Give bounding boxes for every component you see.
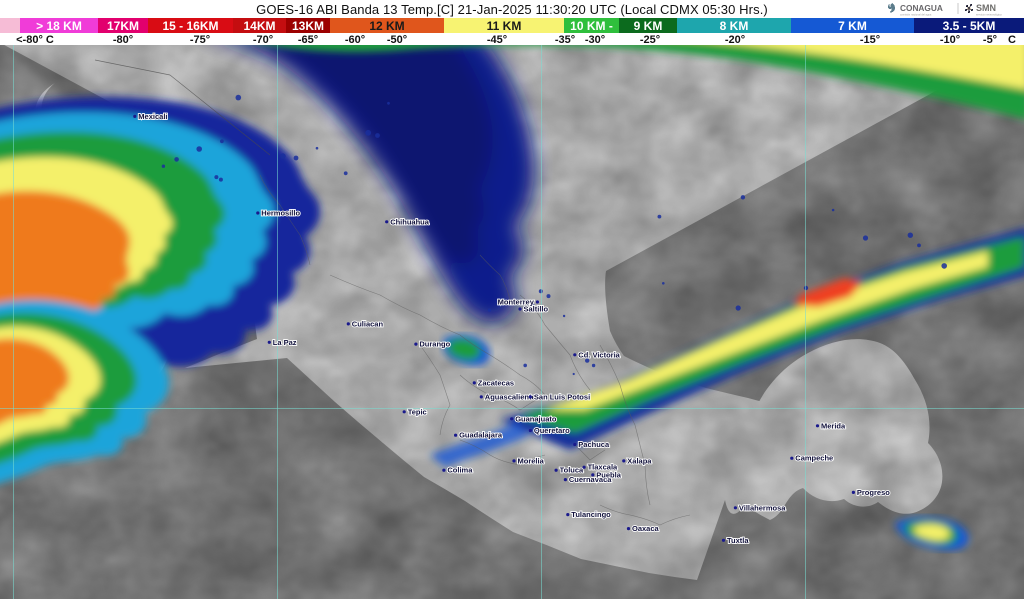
svg-text:Hermosillo: Hermosillo [261,209,300,218]
svg-text:Cd. Victoria: Cd. Victoria [578,350,620,359]
svg-text:Morelia: Morelia [518,456,545,465]
svg-text:La Paz: La Paz [273,338,297,347]
svg-text:Pachuca: Pachuca [578,440,610,449]
svg-text:Toluca: Toluca [560,466,584,475]
svg-text:Chihuahua: Chihuahua [390,217,430,226]
svg-text:Oaxaca: Oaxaca [632,524,660,533]
svg-text:Guanajuato: Guanajuato [515,414,557,423]
svg-text:Colima: Colima [447,466,473,475]
svg-text:Saltillo: Saltillo [524,305,549,314]
svg-text:SMN: SMN [976,3,996,13]
svg-text:comisión nacional del agua: comisión nacional del agua [900,13,932,17]
svg-text:San Luis Potosi: San Luis Potosi [534,392,590,401]
svg-text:Guadalajara: Guadalajara [459,431,503,440]
svg-text:Campeche: Campeche [795,454,833,463]
svg-text:Culiacan: Culiacan [352,319,384,328]
svg-text:Tepic: Tepic [408,407,427,416]
svg-text:Tuxtla: Tuxtla [727,536,749,545]
svg-text:Queretaro: Queretaro [534,426,570,435]
svg-text:Merida: Merida [821,421,846,430]
svg-text:Mexicali: Mexicali [138,112,167,121]
svg-text:Tulancingo: Tulancingo [571,510,611,519]
svg-text:servicio meteorológico: servicio meteorológico [976,13,1002,17]
svg-text:Puebla: Puebla [596,470,621,479]
svg-text:Zacatecas: Zacatecas [478,378,514,387]
svg-text:Durango: Durango [419,340,450,349]
svg-text:Villahermosa: Villahermosa [739,503,786,512]
svg-text:Progreso: Progreso [857,488,890,497]
svg-text:Xalapa: Xalapa [627,456,652,465]
svg-text:CONAGUA: CONAGUA [900,3,943,13]
